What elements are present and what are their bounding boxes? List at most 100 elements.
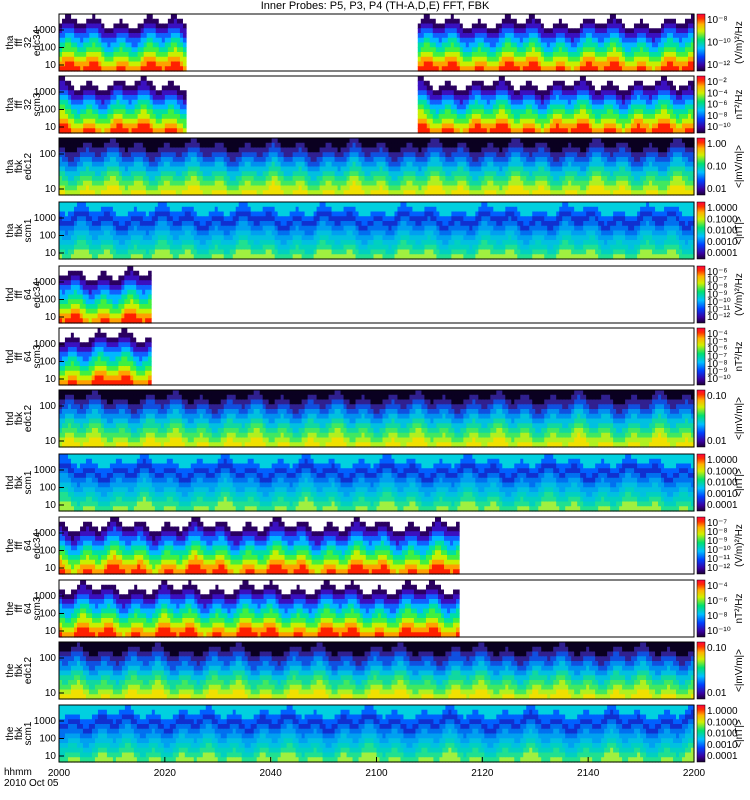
colorbar-tick-label: 1.0000 (707, 203, 738, 214)
colorbar-tick-label: 0.0001 (707, 248, 738, 259)
y-tick-label: 10 (45, 436, 57, 447)
y-tick-label: 1000 (34, 25, 57, 36)
colorbar (697, 705, 705, 762)
y-tick-label: 10 (45, 688, 57, 699)
colorbar-tick-label: 10⁻⁸ (707, 611, 728, 622)
panel-frame (59, 328, 694, 385)
colorbar-tick-label: 10⁻² (707, 77, 727, 88)
colorbar-tick-label: 0.01 (707, 436, 727, 447)
colorbar-tick-label: 1.0000 (707, 706, 738, 717)
y-axis-label: scm1 (23, 721, 34, 745)
colorbar (697, 642, 705, 699)
y-axis-label: scm1 (23, 470, 34, 494)
y-tick-label: 1000 (34, 528, 57, 539)
y-tick-label: 100 (39, 734, 56, 745)
x-tick-label: 2100 (365, 768, 388, 779)
colorbar-tick-label: 10⁻⁶ (707, 100, 728, 111)
colorbar-tick-label: 0.0001 (707, 500, 738, 511)
x-tick-label: 2140 (577, 768, 600, 779)
colorbar-tick-label: 0.01 (707, 184, 727, 195)
y-axis-label: edc12 (23, 152, 34, 180)
y-tick-label: 10 (45, 500, 57, 511)
y-tick-label: 100 (39, 43, 56, 54)
colorbar (697, 454, 705, 511)
colorbar (697, 390, 705, 447)
colorbar-label: nT²/Hz (734, 342, 745, 372)
x-tick-label: 2040 (260, 768, 283, 779)
colorbar-tick-label: 0.10 (707, 162, 727, 173)
y-tick-label: 100 (39, 105, 56, 116)
colorbar-tick-label: 0.10 (707, 391, 727, 402)
y-tick-label: 100 (39, 483, 56, 494)
panel-frame (59, 266, 694, 323)
colorbar-tick-label: 1.0000 (707, 455, 738, 466)
colorbar-tick-label: 10⁻¹² (707, 563, 731, 574)
x-tick-label: 2020 (154, 768, 177, 779)
colorbar-label: <|nT|> (734, 468, 745, 497)
colorbar (697, 138, 705, 195)
colorbar-tick-label: 0.0001 (707, 751, 738, 762)
y-tick-label: 10 (45, 312, 57, 323)
colorbar-label: <|mV/m|> (734, 397, 745, 440)
colorbar-tick-label: 10⁻¹² (707, 60, 731, 71)
y-tick-label: 1000 (34, 465, 57, 476)
y-tick-label: 1000 (34, 716, 57, 727)
colorbar (697, 14, 705, 71)
colorbar-label: <|nT|> (734, 216, 745, 245)
y-tick-label: 100 (39, 609, 56, 620)
colorbar-tick-label: 10⁻⁶ (707, 596, 728, 607)
colorbar-tick-label: 10⁻⁸ (707, 15, 728, 26)
colorbar (697, 266, 705, 323)
colorbar-tick-label: 1.00 (707, 139, 727, 150)
y-tick-label: 10 (45, 626, 57, 637)
colorbar (697, 580, 705, 637)
colorbar-label: <|nT|> (734, 719, 745, 748)
y-tick-label: 1000 (34, 591, 57, 602)
y-tick-label: 100 (39, 546, 56, 557)
y-tick-label: 100 (39, 149, 56, 160)
y-tick-label: 10 (45, 184, 57, 195)
colorbar-label: (V/m)²/Hz (734, 273, 745, 316)
colorbar-tick-label: 10⁻¹² (707, 312, 731, 323)
colorbar (697, 328, 705, 385)
x-tick-label: 2200 (683, 768, 706, 779)
time-unit-label: hhmm (4, 767, 32, 778)
y-tick-label: 10 (45, 60, 57, 71)
y-tick-label: 1000 (34, 87, 57, 98)
colorbar-tick-label: 10⁻⁸ (707, 111, 728, 122)
colorbar-tick-label: 10⁻¹⁰ (707, 374, 731, 385)
colorbar (697, 517, 705, 574)
colorbar (697, 76, 705, 133)
x-tick-label: 2120 (471, 768, 494, 779)
y-axis-label: scm1 (23, 218, 34, 242)
colorbar-tick-label: 10⁻⁴ (707, 88, 728, 99)
y-tick-label: 1000 (34, 213, 57, 224)
y-tick-label: 10 (45, 248, 57, 259)
colorbar-tick-label: 0.01 (707, 688, 727, 699)
y-tick-label: 100 (39, 357, 56, 368)
y-tick-label: 10 (45, 751, 57, 762)
colorbar-tick-label: 10⁻¹⁰ (707, 626, 731, 637)
colorbar-label: <|mV/m|> (734, 649, 745, 692)
colorbar-tick-label: 10⁻¹⁰ (707, 122, 731, 133)
y-axis-label: edc12 (23, 404, 34, 432)
y-tick-label: 10 (45, 563, 57, 574)
colorbar-label: (V/m)²/Hz (734, 21, 745, 64)
date-label: 2010 Oct 05 (4, 778, 58, 789)
y-tick-label: 100 (39, 653, 56, 664)
colorbar (697, 202, 705, 259)
y-tick-label: 10 (45, 122, 57, 133)
y-tick-label: 100 (39, 231, 56, 242)
colorbar-tick-label: 10⁻⁴ (707, 581, 728, 592)
y-axis-label: edc12 (23, 656, 34, 684)
colorbar-label: nT²/Hz (734, 594, 745, 624)
colorbar-tick-label: 0.10 (707, 643, 727, 654)
y-tick-label: 100 (39, 295, 56, 306)
y-tick-label: 100 (39, 401, 56, 412)
colorbar-label: (V/m)²/Hz (734, 524, 745, 567)
y-tick-label: 10 (45, 374, 57, 385)
colorbar-label: <|mV/m|> (734, 145, 745, 188)
y-tick-label: 1000 (34, 277, 57, 288)
colorbar-label: nT²/Hz (734, 90, 745, 120)
